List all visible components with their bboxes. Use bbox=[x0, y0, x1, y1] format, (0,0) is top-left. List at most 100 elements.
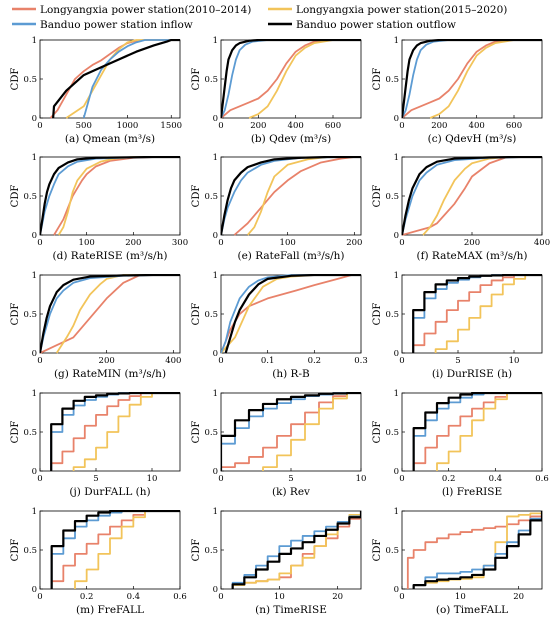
plot-area bbox=[220, 156, 362, 236]
y-tick-label: 0 bbox=[213, 114, 218, 124]
y-axis-label: CDF bbox=[372, 303, 383, 326]
x-tick-label: 0 bbox=[399, 121, 404, 131]
series-line-4 bbox=[50, 510, 180, 589]
x-tick-label: 0.3 bbox=[354, 356, 368, 366]
x-tick-label: 0 bbox=[37, 356, 42, 366]
y-axis-label: CDF bbox=[191, 539, 202, 562]
y-tick-label: 0 bbox=[394, 467, 399, 477]
x-tick-label: 200 bbox=[250, 121, 266, 131]
y-tick-label: 0.5 bbox=[204, 428, 218, 438]
y-tick-label: 0.5 bbox=[23, 310, 37, 320]
panel-caption: (f) RateMAX (m³/s/h) bbox=[417, 250, 528, 262]
chart-panel-2: 0 0.5 1 0 200 400 600 CDF (b) Qdev (m³/s) bbox=[191, 36, 362, 145]
x-tick-label: 200 bbox=[431, 121, 447, 131]
series-line-3 bbox=[231, 511, 361, 589]
series-line-4 bbox=[221, 392, 361, 471]
series-line-1 bbox=[50, 510, 180, 589]
y-axis-label: CDF bbox=[191, 421, 202, 444]
y-tick-label: 1 bbox=[213, 153, 218, 163]
series-line-2 bbox=[436, 392, 542, 471]
y-axis-label: CDF bbox=[372, 68, 383, 91]
y-tick-label: 0 bbox=[213, 467, 218, 477]
y-axis-label: CDF bbox=[191, 68, 202, 91]
x-tick-label: 0 bbox=[218, 592, 223, 602]
panel-caption: (b) Qdev (m³/s) bbox=[251, 133, 331, 145]
y-axis-label: CDF bbox=[10, 185, 21, 208]
plot-area bbox=[39, 274, 181, 354]
y-tick-label: 1 bbox=[213, 271, 218, 281]
series-line-2 bbox=[74, 510, 180, 589]
x-tick-label: 0 bbox=[37, 121, 42, 131]
y-tick-label: 1 bbox=[213, 389, 218, 399]
panel-caption: (m) FreFALL bbox=[76, 604, 144, 616]
series-line-4 bbox=[40, 156, 180, 236]
x-tick-label: 0 bbox=[218, 121, 223, 131]
chart-panel-12: 0 0.5 1 0 0.2 0.4 0.6 CDF (l) FreRISE bbox=[372, 389, 549, 498]
y-tick-label: 0 bbox=[32, 467, 37, 477]
y-tick-label: 0 bbox=[213, 231, 218, 241]
y-tick-label: 0 bbox=[32, 585, 37, 595]
chart-panel-4: 0 0.5 1 0 100 200 300 CDF (d) RateRISE (m³/s/h) bbox=[10, 153, 188, 262]
panel-caption: (l) FreRISE bbox=[442, 486, 502, 498]
plot-area bbox=[220, 274, 362, 354]
x-tick-label: 400 bbox=[534, 238, 550, 248]
series-line-1 bbox=[221, 39, 361, 119]
x-tick-label: 0.2 bbox=[80, 592, 94, 602]
y-tick-label: 0 bbox=[32, 349, 37, 359]
legend-label-banduo-outflow: Banduo power station outflow bbox=[296, 19, 456, 31]
x-tick-label: 0.4 bbox=[127, 592, 141, 602]
legend-label-banduo-inflow: Banduo power station inflow bbox=[40, 19, 193, 31]
y-tick-label: 0.5 bbox=[204, 546, 218, 556]
series-group bbox=[231, 511, 361, 589]
panel-caption: (j) DurFALL (h) bbox=[69, 486, 150, 498]
series-line-4 bbox=[412, 511, 542, 589]
y-tick-label: 0.5 bbox=[23, 546, 37, 556]
x-tick-label: 10 bbox=[274, 592, 285, 602]
x-tick-label: 400 bbox=[288, 121, 304, 131]
series-line-2 bbox=[248, 39, 361, 119]
series-line-4 bbox=[402, 156, 542, 236]
series-line-2 bbox=[429, 39, 542, 119]
x-tick-label: 200 bbox=[464, 238, 480, 248]
x-tick-label: 0 bbox=[37, 238, 42, 248]
series-line-4 bbox=[52, 39, 180, 119]
x-tick-label: 10 bbox=[509, 356, 520, 366]
y-tick-label: 1 bbox=[213, 507, 218, 517]
y-tick-label: 0.5 bbox=[204, 192, 218, 202]
x-tick-label: 0 bbox=[399, 356, 404, 366]
y-tick-label: 0.5 bbox=[385, 428, 399, 438]
x-tick-label: 0 bbox=[399, 238, 404, 248]
y-tick-label: 0 bbox=[394, 585, 399, 595]
chart-panel-7: 0 0.5 1 0 200 400 CDF (g) RateMIN (m³/s/h) bbox=[10, 271, 181, 380]
chart-panel-1: 0 0.5 1 0 500 1000 1500 CDF (a) Qmean (m³/s) bbox=[10, 36, 182, 145]
x-tick-label: 0.2 bbox=[308, 356, 322, 366]
x-tick-label: 10 bbox=[147, 474, 158, 484]
x-tick-label: 100 bbox=[280, 238, 296, 248]
x-tick-label: 500 bbox=[76, 121, 92, 131]
panel-caption: (a) Qmean (m³/s) bbox=[65, 133, 155, 145]
x-tick-label: 200 bbox=[346, 238, 362, 248]
series-line-4 bbox=[412, 274, 542, 353]
x-tick-label: 400 bbox=[469, 121, 485, 131]
series-group bbox=[50, 510, 180, 589]
x-tick-label: 0.2 bbox=[442, 474, 456, 484]
y-tick-label: 0.5 bbox=[23, 192, 37, 202]
series-line-1 bbox=[412, 392, 542, 471]
y-axis-label: CDF bbox=[10, 68, 21, 91]
chart-panel-8: 0 0.5 1 0 0.1 0.2 0.3 CDF (h) R-B bbox=[191, 271, 368, 380]
panel-caption: (n) TimeRISE bbox=[255, 604, 327, 616]
y-tick-label: 1 bbox=[213, 36, 218, 46]
x-tick-label: 10 bbox=[356, 474, 367, 484]
x-tick-label: 1500 bbox=[160, 121, 182, 131]
panel-caption: (g) RateMIN (m³/s/h) bbox=[54, 368, 166, 380]
series-line-4 bbox=[402, 39, 542, 119]
series-group bbox=[412, 392, 542, 471]
series-line-4 bbox=[231, 511, 361, 589]
x-tick-label: 10 bbox=[455, 592, 466, 602]
x-tick-label: 600 bbox=[506, 121, 522, 131]
y-tick-label: 0.5 bbox=[385, 192, 399, 202]
series-line-2 bbox=[434, 274, 542, 353]
